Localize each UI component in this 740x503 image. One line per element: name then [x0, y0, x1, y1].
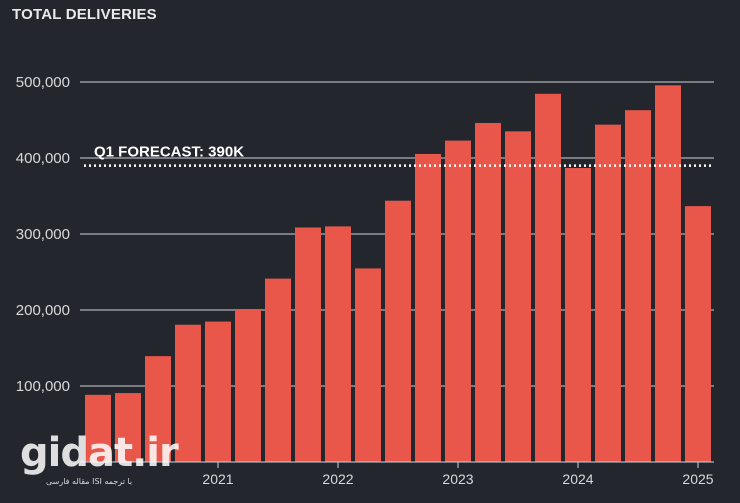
- y-tick-label: 300,000: [16, 226, 70, 243]
- bar: [325, 226, 351, 462]
- y-axis-labels: 100,000 200,000 300,000 400,000 500,000: [16, 74, 70, 395]
- x-axis-labels: 2021 2022 2023 2024 2025: [202, 462, 714, 487]
- bar: [145, 356, 171, 462]
- forecast-label: Q1 FORECAST: 390K: [94, 144, 244, 161]
- bar: [565, 168, 591, 463]
- year-label: 2021: [202, 471, 233, 487]
- bars: [85, 85, 711, 463]
- y-tick-label: 400,000: [16, 150, 70, 167]
- bar: [385, 200, 411, 462]
- bar: [175, 324, 201, 462]
- bar: [265, 278, 291, 462]
- bar: [475, 122, 501, 463]
- forecast-annotation: Q1 FORECAST: 390K: [84, 144, 714, 167]
- year-label: 2025: [682, 471, 713, 487]
- year-label: 2024: [562, 471, 593, 487]
- year-label: 2023: [442, 471, 473, 487]
- bar: [505, 131, 531, 462]
- bar: [205, 321, 231, 462]
- bar: [685, 206, 711, 462]
- y-tick-label: 100,000: [16, 378, 70, 395]
- bar: [235, 309, 261, 462]
- y-tick-label: 200,000: [16, 302, 70, 319]
- bar: [355, 268, 381, 462]
- watermark-text: gidat.ir: [20, 430, 179, 476]
- bar: [625, 110, 651, 463]
- watermark-subtext: مقاله فارسی ISI با ترجمه: [46, 477, 133, 486]
- bar: [595, 124, 621, 463]
- watermark: gidat.ir مقاله فارسی ISI با ترجمه: [14, 430, 179, 492]
- bar: [115, 393, 141, 462]
- bar: [85, 394, 111, 462]
- bar: [535, 93, 561, 462]
- bar: [295, 227, 321, 462]
- bar: [415, 153, 441, 463]
- chart-title: TOTAL DELIVERIES: [12, 6, 157, 23]
- bar: [655, 85, 681, 463]
- year-label: 2022: [322, 471, 353, 487]
- y-tick-label: 500,000: [16, 74, 70, 91]
- bar: [445, 140, 471, 462]
